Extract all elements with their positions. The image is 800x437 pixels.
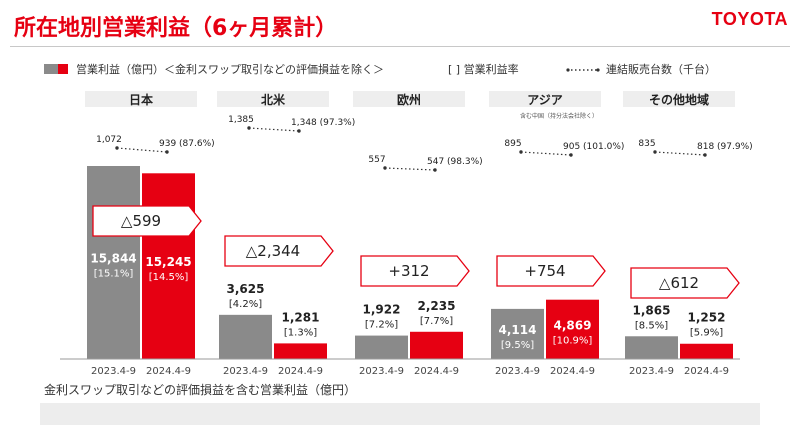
region-5-name: その他地域 <box>649 92 709 107</box>
region-3-units-line <box>384 167 436 171</box>
region-4-name: アジア <box>527 93 563 107</box>
legend-units-label: 連結販売台数（千台） <box>606 63 716 76</box>
region-1-period-label-1: 2023.4-9 <box>91 366 136 377</box>
region-3-units-label-1: 557 <box>368 155 385 165</box>
region-3-period-label-1: 2023.4-9 <box>359 366 404 377</box>
gray-swatch-icon <box>44 64 58 74</box>
region-3-bar-2 <box>410 331 463 359</box>
region-5-bar-1-value: 1,865 <box>633 303 671 317</box>
region-1-bar-1 <box>87 166 140 359</box>
region-4-bar-2-value: 4,869 <box>554 318 592 332</box>
region-1-bar-2-margin: [14.5%] <box>149 272 189 283</box>
region-1-units-label-1: 1,072 <box>96 135 122 145</box>
region-5-header-band <box>623 91 735 107</box>
region-2-name: 北米 <box>261 92 286 107</box>
region-3-units-point-2 <box>433 168 437 172</box>
region-5-bar-2 <box>680 343 733 359</box>
region-3-bar-1-value: 1,922 <box>363 303 401 317</box>
legend-item-margin: [ ] 営業利益率 <box>448 61 519 77</box>
region-3-bar-2-value: 2,235 <box>418 299 456 313</box>
region-2-period-label-2: 2024.4-9 <box>278 366 323 377</box>
region-4-units-point-2 <box>569 153 573 157</box>
title-divider <box>10 46 790 47</box>
dotted-line-icon <box>566 68 600 72</box>
region-5-units-line <box>654 151 706 156</box>
region-5-units-label-1: 835 <box>638 139 655 149</box>
region-5-bar-2-margin: [5.9%] <box>690 328 723 339</box>
region-1-change-value: △599 <box>121 212 161 230</box>
region-2-bar-2 <box>274 343 327 359</box>
footer-title: 金利スワップ取引などの評価損益を含む営業利益（億円） <box>44 383 357 397</box>
region-4-units-label-2: 905 (101.0%) <box>563 142 624 152</box>
region-2-units-point-1 <box>247 126 251 130</box>
legend-operating-income-label: 営業利益（億円）＜金利スワップ取引などの評価損益を除く＞ <box>76 63 384 76</box>
region-4-units-point-1 <box>519 150 523 154</box>
region-4-bar-1-margin: [9.5%] <box>501 340 534 351</box>
region-5-units-point-2 <box>703 153 707 157</box>
region-1-header-band <box>85 91 197 107</box>
region-2-units-line <box>248 127 300 132</box>
region-2-bar-1 <box>219 314 272 359</box>
region-2-change-value: △2,344 <box>246 242 300 260</box>
region-5-bar-1-margin: [8.5%] <box>635 320 668 331</box>
region-1-bar-2 <box>142 173 195 359</box>
region-2-bar-1-value: 3,625 <box>227 282 265 296</box>
region-1-name: 日本 <box>129 92 153 107</box>
region-1-change-arrow-box <box>92 205 202 237</box>
region-4-note: 含む中国（持分法会社除く） <box>520 112 598 120</box>
region-2-units-point-2 <box>297 129 301 133</box>
toyota-logo: TOYOTA <box>711 9 788 29</box>
region-1-bar-1-margin: [15.1%] <box>94 269 134 280</box>
region-3-bar-1 <box>355 335 408 359</box>
region-3-units-label-2: 547 (98.3%) <box>427 157 483 167</box>
region-2-units-label-1: 1,385 <box>228 115 254 125</box>
region-2-bar-2-value: 1,281 <box>282 310 320 324</box>
region-3-header-band <box>353 91 465 107</box>
region-4-change-value: +754 <box>524 262 565 280</box>
region-5-units-label-2: 818 (97.9%) <box>697 142 753 152</box>
region-4-units-line <box>520 151 572 156</box>
page-title: 所在地別営業利益（6ヶ月累計） <box>14 16 338 41</box>
region-1-units-point-2 <box>165 150 169 154</box>
region-2-header-band <box>217 91 329 107</box>
region-1-units-line <box>116 147 168 153</box>
region-2-change-arrow-box <box>224 235 334 267</box>
region-1-bar-1-value: 15,844 <box>90 252 136 266</box>
legend-margin-label: [ ] 営業利益率 <box>448 63 519 76</box>
region-3-bar-2-margin: [7.7%] <box>420 316 453 327</box>
region-4-header-band <box>489 91 601 107</box>
red-swatch-icon <box>58 64 68 74</box>
region-3-name: 欧州 <box>397 92 421 107</box>
region-3-bar-1-margin: [7.2%] <box>365 320 398 331</box>
region-3-change-value: +312 <box>388 262 429 280</box>
region-5-bar-2-value: 1,252 <box>688 311 726 325</box>
region-5-units-point-1 <box>653 150 657 154</box>
region-4-bar-2-margin: [10.9%] <box>553 335 593 346</box>
region-3-period-label-2: 2024.4-9 <box>414 366 459 377</box>
region-1-units-label-2: 939 (87.6%) <box>159 139 215 149</box>
region-5-period-label-2: 2024.4-9 <box>684 366 729 377</box>
footer-values-strip <box>40 403 760 425</box>
region-2-period-label-1: 2023.4-9 <box>223 366 268 377</box>
region-5-period-label-1: 2023.4-9 <box>629 366 674 377</box>
region-3-change-arrow-box <box>360 255 470 287</box>
region-2-bar-2-margin: [1.3%] <box>284 327 317 338</box>
region-5-change-value: △612 <box>659 274 699 292</box>
region-1-bar-2-value: 15,245 <box>145 255 191 269</box>
region-4-bar-1-value: 4,114 <box>499 323 537 337</box>
region-5-bar-1 <box>625 336 678 359</box>
region-4-period-label-1: 2023.4-9 <box>495 366 540 377</box>
region-2-units-label-2: 1,348 (97.3%) <box>291 118 355 128</box>
region-4-bar-1 <box>491 308 544 359</box>
region-2-bar-1-margin: [4.2%] <box>229 299 262 310</box>
region-4-bar-2 <box>546 299 599 359</box>
region-3-units-point-1 <box>383 166 387 170</box>
region-4-period-label-2: 2024.4-9 <box>550 366 595 377</box>
region-4-units-label-1: 895 <box>504 139 521 149</box>
region-1-period-label-2: 2024.4-9 <box>146 366 191 377</box>
region-5-change-arrow-box <box>630 267 740 299</box>
region-1-units-point-1 <box>115 146 119 150</box>
region-4-change-arrow-box <box>496 255 606 287</box>
